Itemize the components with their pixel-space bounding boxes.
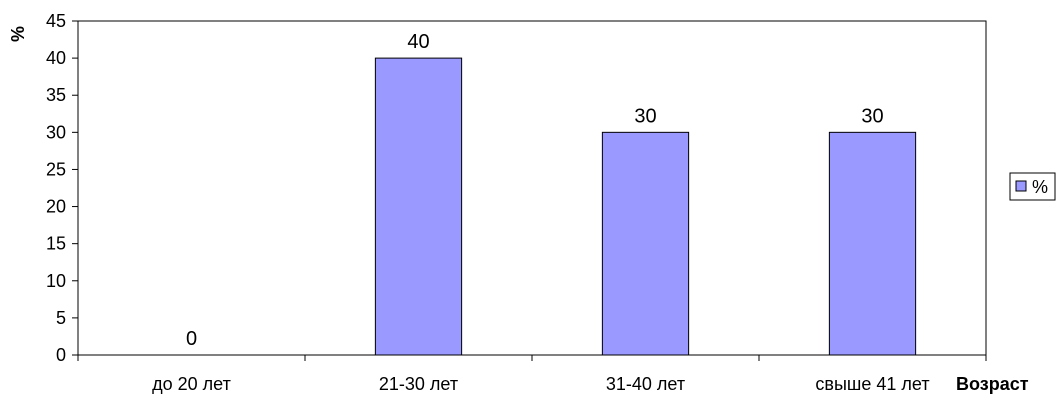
x-axis-title: Возраст	[956, 374, 1029, 394]
x-tick-label: 21-30 лет	[379, 374, 458, 394]
x-tick-label: свыше 41 лет	[815, 374, 929, 394]
y-tick-label: 10	[46, 271, 66, 291]
x-tick-label: 31-40 лет	[606, 374, 685, 394]
y-axis: 0 5 10 15 20 25 30 35 40 45	[46, 11, 78, 365]
data-label: 30	[861, 105, 883, 127]
x-axis: до 20 лет 21-30 лет 31-40 лет свыше 41 лет	[77, 355, 987, 394]
x-tick-label: до 20 лет	[152, 374, 231, 394]
y-tick-label: 15	[46, 234, 66, 254]
y-tick-label: 30	[46, 122, 66, 142]
y-tick-label: 40	[46, 48, 66, 68]
legend: %	[1009, 172, 1056, 201]
bar	[828, 131, 917, 356]
y-tick-label: 25	[46, 159, 66, 179]
y-tick-label: 20	[46, 197, 66, 217]
bar	[601, 131, 690, 356]
data-label: 40	[407, 31, 429, 53]
y-axis-title: %	[8, 26, 28, 42]
bar-series	[374, 57, 917, 356]
y-tick-label: 0	[56, 345, 66, 365]
legend-label: %	[1032, 177, 1048, 197]
y-tick-label: 45	[46, 11, 66, 31]
y-tick-label: 35	[46, 85, 66, 105]
data-labels: 0 40 30 30	[186, 31, 884, 350]
y-tick-label: 5	[56, 308, 66, 328]
data-label: 0	[186, 328, 197, 350]
bar	[374, 57, 463, 356]
data-label: 30	[634, 105, 656, 127]
legend-swatch	[1015, 180, 1027, 192]
